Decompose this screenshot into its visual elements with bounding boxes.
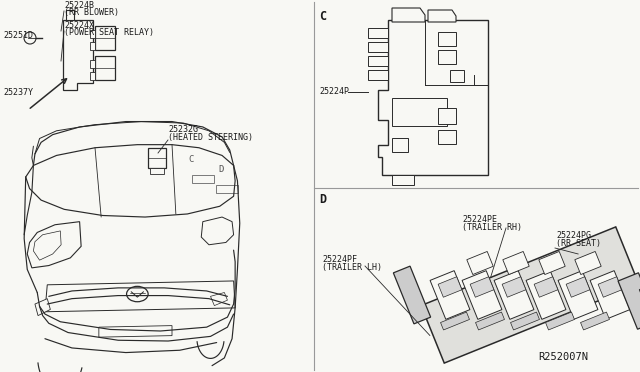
Polygon shape xyxy=(494,271,534,319)
Polygon shape xyxy=(394,266,431,324)
Text: (POWER SEAT RELAY): (POWER SEAT RELAY) xyxy=(64,28,154,37)
Polygon shape xyxy=(462,271,502,319)
Bar xyxy=(368,56,388,66)
Polygon shape xyxy=(545,312,575,330)
Polygon shape xyxy=(590,271,630,319)
Text: (RR SEAT): (RR SEAT) xyxy=(556,239,601,248)
Bar xyxy=(392,138,408,152)
Polygon shape xyxy=(566,277,590,297)
Text: 25224PG: 25224PG xyxy=(556,231,591,240)
Text: 25224B: 25224B xyxy=(64,1,94,10)
Text: 25232G: 25232G xyxy=(168,125,198,134)
Polygon shape xyxy=(201,217,234,245)
Bar xyxy=(95,26,115,50)
Text: (HEATED STEERING): (HEATED STEERING) xyxy=(168,133,253,142)
Ellipse shape xyxy=(127,286,148,302)
Text: (RR BLOWER): (RR BLOWER) xyxy=(64,8,119,17)
Bar xyxy=(392,98,447,126)
Polygon shape xyxy=(392,8,425,22)
Polygon shape xyxy=(511,312,540,330)
Polygon shape xyxy=(580,312,609,330)
Bar xyxy=(438,108,456,124)
Polygon shape xyxy=(35,299,51,315)
Polygon shape xyxy=(430,271,470,319)
Polygon shape xyxy=(438,277,462,297)
Polygon shape xyxy=(534,277,558,297)
Bar xyxy=(90,60,95,68)
Bar xyxy=(66,10,74,20)
Polygon shape xyxy=(63,20,93,90)
Bar xyxy=(438,32,456,46)
Bar xyxy=(150,168,164,174)
Bar xyxy=(90,30,95,38)
Bar xyxy=(368,42,388,52)
Bar xyxy=(90,72,95,80)
Polygon shape xyxy=(440,312,470,330)
Bar xyxy=(450,70,464,82)
Bar xyxy=(192,175,214,183)
Text: 25224P: 25224P xyxy=(319,87,349,96)
Polygon shape xyxy=(467,251,493,275)
Polygon shape xyxy=(476,312,504,330)
Bar xyxy=(216,185,238,193)
Bar xyxy=(368,70,388,80)
Text: 25224X: 25224X xyxy=(64,21,94,30)
Polygon shape xyxy=(639,285,640,325)
Polygon shape xyxy=(211,292,227,305)
Polygon shape xyxy=(502,277,526,297)
Text: 25251D: 25251D xyxy=(3,31,33,39)
Polygon shape xyxy=(575,251,601,275)
Text: 25237Y: 25237Y xyxy=(3,88,33,97)
Polygon shape xyxy=(470,277,494,297)
Bar xyxy=(438,50,456,64)
Polygon shape xyxy=(28,222,81,268)
Bar xyxy=(438,130,456,144)
Bar xyxy=(148,148,166,168)
Bar xyxy=(392,175,414,185)
Polygon shape xyxy=(618,273,640,329)
Polygon shape xyxy=(539,251,565,275)
Text: (TRAILER RH): (TRAILER RH) xyxy=(462,223,522,232)
Text: R252007N: R252007N xyxy=(538,352,588,362)
Circle shape xyxy=(24,32,36,44)
Bar xyxy=(368,28,388,38)
Polygon shape xyxy=(378,20,488,175)
Text: D: D xyxy=(218,165,223,174)
Bar xyxy=(90,42,95,50)
Polygon shape xyxy=(45,281,235,312)
Polygon shape xyxy=(598,277,622,297)
Polygon shape xyxy=(421,227,639,363)
Text: (TRAILER LH): (TRAILER LH) xyxy=(322,263,382,272)
Polygon shape xyxy=(503,251,529,275)
Polygon shape xyxy=(99,326,172,337)
Polygon shape xyxy=(428,10,456,22)
Polygon shape xyxy=(558,271,598,319)
Polygon shape xyxy=(526,271,566,319)
Text: 25224PF: 25224PF xyxy=(322,255,357,264)
Polygon shape xyxy=(33,231,61,260)
Text: 25224PE: 25224PE xyxy=(462,215,497,224)
Text: C: C xyxy=(319,10,326,23)
Bar xyxy=(95,56,115,80)
Text: C: C xyxy=(188,155,193,164)
Text: D: D xyxy=(319,193,326,206)
